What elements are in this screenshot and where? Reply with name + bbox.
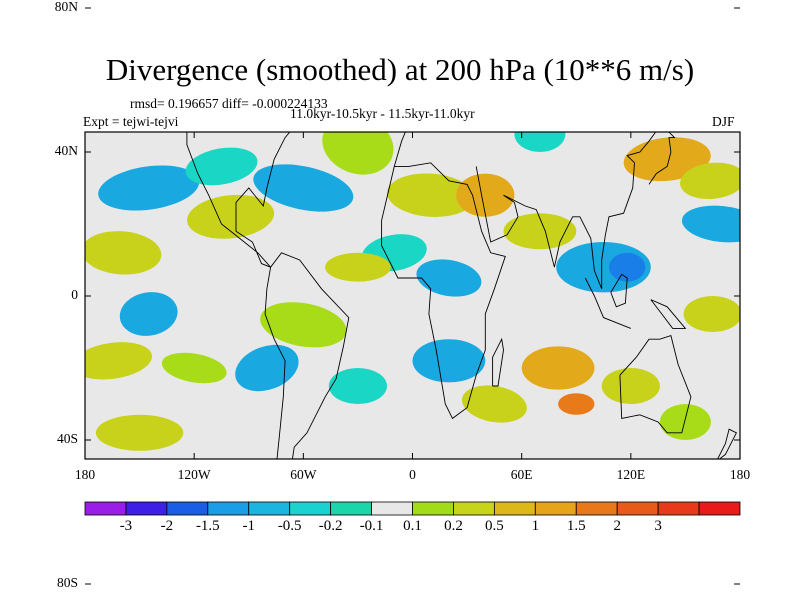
colorbar-label: -0.5: [277, 518, 302, 534]
anomaly-spac-neg: [119, 292, 178, 336]
colorbar-swatch: [657, 501, 700, 516]
anomaly-s-atl-neg: [328, 368, 387, 404]
anomaly-gulf-alaska-neg: [144, 82, 209, 135]
anomaly-sepac-pos: [161, 352, 227, 384]
stats-line: rmsd= 0.196657 diff= -0.000224133: [130, 96, 328, 111]
colorbar-label: 0.2: [444, 518, 463, 534]
coastline-madagascar: [492, 337, 504, 387]
anomaly-canada-neg: [205, 44, 256, 80]
colorbar-swatch: [84, 501, 127, 516]
anomaly-cpac-pos-band: [85, 231, 162, 275]
lon-label: 60W: [290, 467, 317, 482]
colorbar-label: 3: [654, 518, 662, 534]
lat-label: 80N: [54, 0, 78, 14]
anomaly-antarctic-neg: [665, 566, 723, 588]
lat-label: 80S: [56, 575, 78, 590]
colorbar-label: -1: [242, 518, 256, 534]
colorbar-swatch: [289, 501, 332, 516]
lon-label: 120E: [616, 467, 646, 482]
anomaly-indian-pos: [521, 346, 595, 390]
anomaly-madagascar-pos: [461, 385, 527, 423]
colorbar-swatch: [534, 501, 577, 516]
colorbar-swatch: [698, 501, 741, 516]
coastline-japan: [648, 132, 676, 185]
colorbar: [84, 501, 741, 516]
colorbar-swatch: [616, 501, 659, 516]
colorbar-swatch: [453, 501, 495, 516]
anomaly-maritime-core: [609, 252, 646, 282]
colorbar-swatch: [166, 501, 209, 516]
colorbar-label: 0.5: [485, 518, 504, 534]
anomaly-australia-pos: [601, 368, 660, 404]
anomaly-arabia-pos: [456, 173, 515, 217]
lon-label: 180: [729, 467, 751, 482]
coastline-borneo: [610, 273, 628, 308]
anomaly-tasman-pos: [659, 404, 711, 440]
colorbar-swatch: [207, 501, 250, 516]
anomaly-swpac-pos: [683, 296, 740, 332]
divergence-field: [85, 19, 740, 588]
colorbar-label: -0.1: [359, 518, 384, 534]
coastline-africa-east: [381, 162, 506, 420]
season-label: DJF: [712, 114, 735, 129]
lat-label: 40N: [54, 143, 78, 158]
colorbar-swatch: [125, 501, 168, 516]
colorbar-swatch: [412, 501, 454, 516]
coastline-uk: [402, 87, 415, 116]
anomaly-c-asia-neg: [514, 132, 566, 152]
colorbar-label: 2: [613, 518, 621, 534]
colorbar-label: 1: [531, 518, 540, 534]
lon-label: 0: [409, 467, 416, 482]
colorbar-label: 1.5: [566, 518, 586, 534]
anomaly-atlantic-neg: [253, 164, 354, 212]
anomaly-mexico-pos: [187, 194, 275, 239]
experiment-line: Expt = tejwi-tejvi: [83, 114, 179, 129]
colorbar-label: 0.1: [403, 518, 422, 534]
lon-label: 120W: [177, 467, 211, 482]
anomaly-s-america-pos: [260, 302, 347, 348]
lon-label: 180: [74, 467, 96, 482]
colorbar-label: -1.5: [195, 518, 220, 534]
colorbar-swatch: [248, 501, 291, 516]
lon-label: 60E: [510, 467, 533, 482]
colorbar-swatch: [575, 501, 618, 516]
colorbar-swatch: [371, 501, 413, 516]
coastline-nz: [717, 428, 738, 459]
colorbar-label: -2: [160, 518, 174, 534]
coastline-greenland: [285, 0, 376, 80]
period-line: 11.0kyr-10.5kyr - 11.5kyr-11.0kyr: [290, 106, 475, 121]
anomaly-greenland-pos: [322, 33, 358, 91]
coastlines: [186, 0, 738, 459]
colorbar-label: -0.2: [318, 518, 343, 534]
lat-label: 40S: [56, 431, 78, 446]
coastline-north-america: [186, 132, 291, 268]
anomaly-siberia-pos: [551, 84, 602, 113]
coastline-south-america: [264, 252, 350, 459]
anomaly-s-pac-pos2: [95, 414, 184, 451]
anomaly-spac-pos: [85, 342, 152, 380]
anomaly-indian-core: [558, 393, 595, 415]
anomaly-n-atl-pos: [322, 132, 394, 175]
figure-title: Divergence (smoothed) at 200 hPa (10**6 …: [105, 52, 695, 87]
coastline-australia: [619, 335, 692, 434]
lat-label: 0: [71, 287, 78, 302]
axis-ticks: [84, 7, 741, 585]
anomaly-sahara-pos: [387, 173, 475, 217]
anomaly-s-africa-neg: [412, 339, 486, 383]
coastline-new-guinea: [650, 299, 687, 329]
anomaly-atl-itcz-pos: [325, 252, 391, 282]
anomaly-us-neg: [185, 147, 258, 186]
coastline-indonesia: [584, 277, 631, 329]
colorbar-swatch: [330, 501, 372, 516]
colorbar-swatch: [493, 501, 536, 516]
coastline-asia-south: [475, 132, 657, 289]
anomaly-india-pos: [503, 213, 577, 250]
anomaly-arctic-pos: [229, 19, 287, 41]
anomaly-wpac-pos: [680, 162, 740, 200]
anomaly-npac-neg-band: [98, 165, 200, 211]
anomaly-wpac-neg: [681, 205, 740, 243]
colorbar-label: -3: [119, 518, 133, 534]
anomaly-c-africa-neg: [416, 259, 482, 297]
